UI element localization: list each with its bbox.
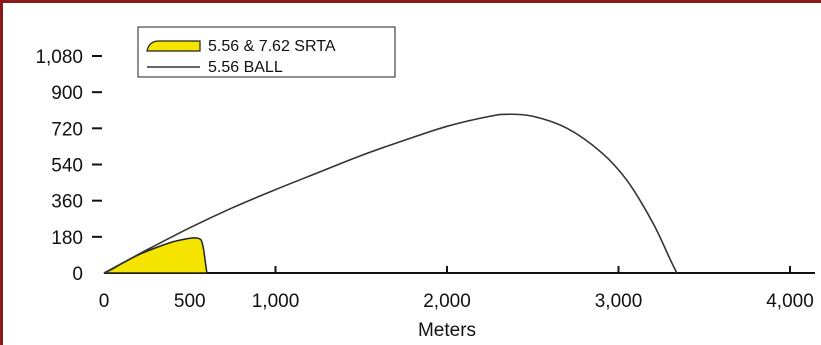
- x-tick-label: 3,000: [595, 291, 643, 312]
- y-tick-label: 180: [51, 228, 83, 249]
- y-tick-label: 0: [72, 264, 83, 285]
- y-tick-label: 900: [51, 83, 83, 104]
- legend-swatch-srta: [146, 40, 201, 52]
- x-tick-label: 4,000: [766, 291, 814, 312]
- legend-box: [137, 26, 396, 78]
- x-ticks: 0 500 1,000 2,000 3,000 4,000: [99, 266, 814, 312]
- y-tick-label: 1,080: [35, 47, 83, 68]
- y-tick-label: 720: [51, 119, 83, 140]
- ball-line: [103, 113, 678, 274]
- legend: 5.56 & 7.62 SRTA 5.56 BALL: [137, 26, 396, 78]
- series-layer: [103, 113, 678, 274]
- x-tick-label: 0: [99, 291, 110, 312]
- legend-label-ball: 5.56 BALL: [208, 59, 283, 76]
- srta-area: [103, 237, 208, 274]
- y-tick-label: 360: [51, 192, 83, 213]
- x-tick-label: 1,000: [252, 291, 300, 312]
- legend-label-srta: 5.56 & 7.62 SRTA: [208, 38, 336, 55]
- x-tick-label: 500: [174, 291, 206, 312]
- trajectory-chart: 0 500 1,000 2,000 3,000 4,000 0 180 360 540 720 90…: [35, 26, 815, 341]
- y-tick-label: 540: [51, 156, 83, 177]
- x-axis-title: Meters: [418, 320, 476, 341]
- y-ticks: 0 180 360 540 720 900 1,080: [35, 47, 102, 285]
- x-tick-label: 2,000: [423, 291, 471, 312]
